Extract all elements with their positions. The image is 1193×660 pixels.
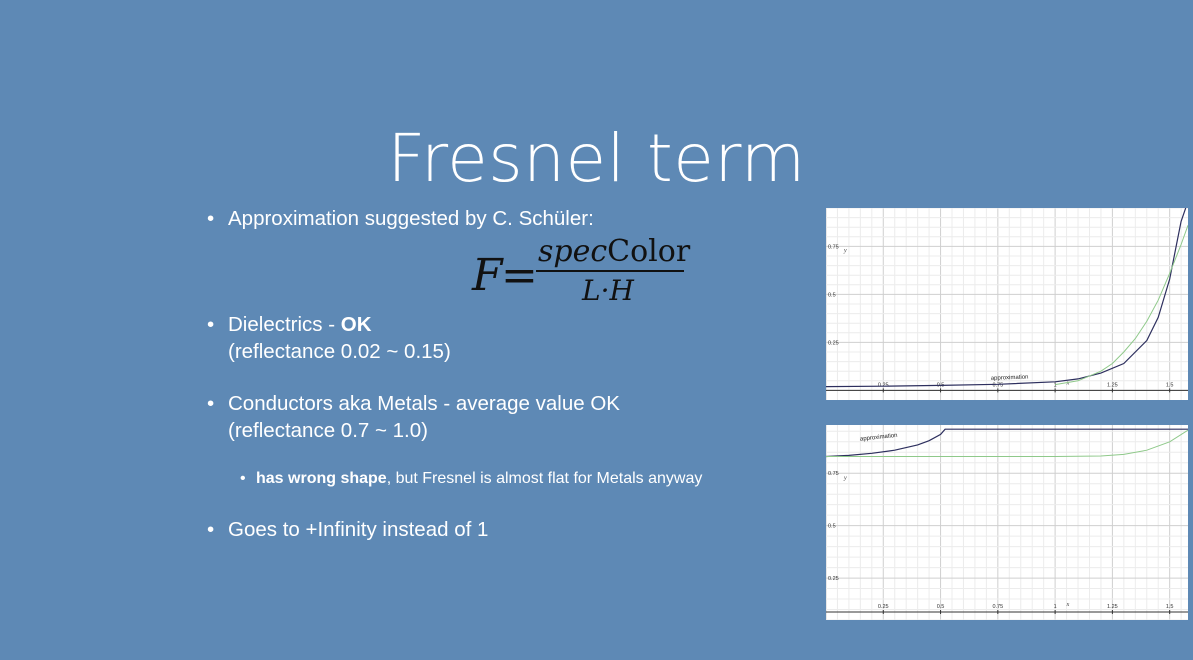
bullet-line2: (reflectance 0.7 ~ 1.0) [228, 419, 428, 442]
bullet-dot: • [207, 207, 215, 230]
bullet-dot: • [207, 518, 215, 541]
x-tick-label: 1.25 [1107, 604, 1118, 610]
y-tick-label: 0.75 [828, 244, 839, 250]
plot-top: 0.25 0.5 0.75 1 1.25 1.5 0.25 0.5 0.75 x y approxim… [826, 208, 1188, 400]
sub-bullet-bold: has wrong shape [256, 470, 387, 487]
annotation-label: approximation [991, 375, 1029, 382]
x-tick-label: 1 [1054, 382, 1057, 388]
x-axis-label: x [1066, 380, 1070, 386]
bullet-text: Conductors aka Metals - average value OK [228, 392, 620, 415]
series-green-line [1055, 225, 1188, 386]
y-tick-label: 0.5 [828, 292, 836, 298]
bullet-dot: • [240, 470, 246, 487]
series-green-line [826, 429, 1188, 457]
y-tick-label: 0.25 [828, 576, 839, 582]
bullet-bold: OK [340, 313, 372, 336]
slide-title: Fresnel term [387, 120, 806, 197]
series-approximation-line [826, 428, 1188, 458]
y-axis-label: y [843, 248, 847, 254]
x-tick-label: 0.5 [937, 604, 945, 610]
bullet-text: Goes to +Infinity instead of 1 [228, 518, 489, 541]
plot-bottom-svg: 0.25 0.5 0.75 1 1.25 1.5 0.25 0.5 0.75 x y approxim… [826, 425, 1188, 620]
formula-num-spec: spec [538, 234, 608, 269]
formula-denominator: L·H [582, 274, 634, 307]
plot-bottom: 0.25 0.5 0.75 1 1.25 1.5 0.25 0.5 0.75 x y approxim… [826, 425, 1188, 620]
x-tick-label: 1 [1054, 604, 1057, 610]
series-approximation-line [826, 208, 1187, 388]
y-tick-label: 0.25 [828, 340, 839, 346]
y-tick-label: 0.5 [828, 524, 836, 530]
formula-num-color: Color [607, 234, 691, 269]
plot-top-svg: 0.25 0.5 0.75 1 1.25 1.50.250.50.75xyapproxim… [826, 208, 1188, 400]
y-axis-label: y [843, 476, 847, 482]
fraction-bar [536, 270, 684, 272]
x-tick-label: 1.5 [1166, 604, 1174, 610]
bullet-line2: (reflectance 0.02 ~ 0.15) [228, 340, 451, 363]
sub-bullet-text: , but Fresnel is almost flat for Metals … [386, 470, 703, 487]
formula-lhs: F [472, 250, 503, 301]
x-tick-label: 0.25 [878, 604, 889, 610]
x-axis-label: x [1066, 602, 1070, 608]
bullet-dot: • [207, 392, 215, 415]
bullet-dot: • [207, 313, 215, 336]
x-tick-label: 1.5 [1166, 382, 1174, 388]
bullet-text: Approximation suggested by C. Schüler: [228, 207, 594, 230]
fresnel-formula: F = specColor L·H [470, 232, 700, 312]
x-tick-label: 0.75 [992, 382, 1003, 388]
x-tick-label: 0.75 [992, 604, 1003, 610]
formula-numerator: specColor [538, 234, 690, 269]
x-tick-label: 0.25 [878, 382, 889, 388]
annotation-label: approximation [860, 433, 898, 443]
formula-equals: = [501, 250, 538, 301]
bullet-text: Dielectrics - [228, 313, 341, 336]
y-tick-label: 0.75 [828, 471, 839, 477]
x-tick-label: 1.25 [1107, 382, 1118, 388]
